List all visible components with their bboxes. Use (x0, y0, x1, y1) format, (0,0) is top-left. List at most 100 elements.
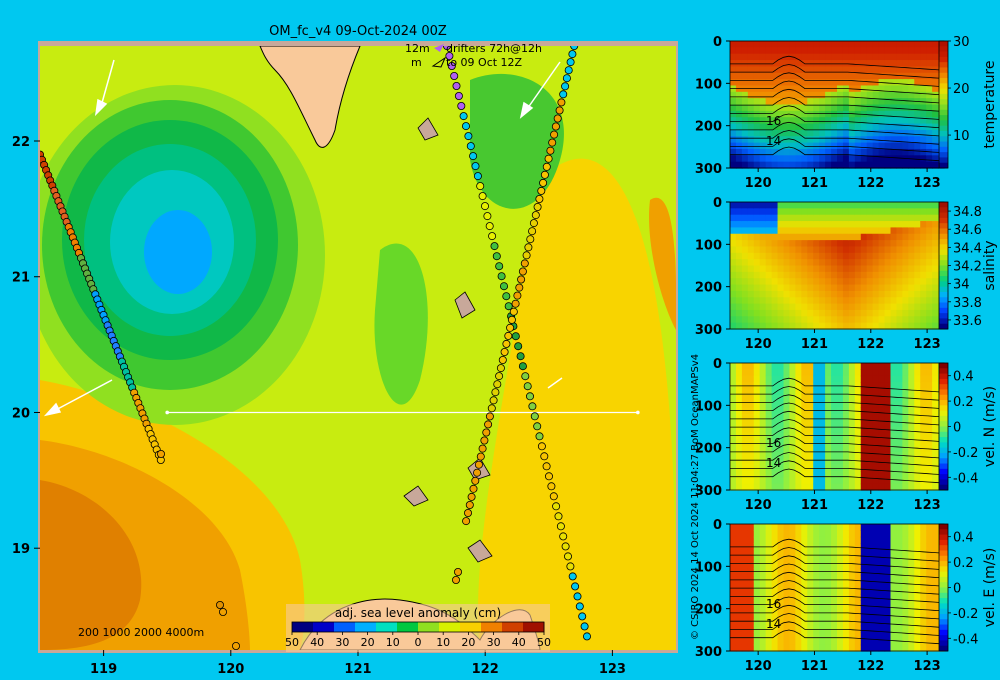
heatmap-cell (765, 524, 773, 531)
heatmap-cell (920, 136, 927, 144)
heatmap-cell (765, 413, 773, 421)
heatmap-cell (777, 477, 785, 485)
heatmap-cell (789, 252, 796, 260)
heatmap-cell (890, 543, 898, 550)
heatmap-cell (747, 549, 755, 557)
panel-heatmap (730, 202, 945, 330)
heatmap-cell (914, 91, 921, 99)
heatmap-cell (813, 72, 820, 80)
heatmap-cell (831, 644, 838, 652)
heatmap-cell (789, 574, 796, 582)
panel-colorbar-swatch (939, 265, 948, 272)
heatmap-cell (795, 129, 802, 137)
heatmap-cell (908, 60, 915, 67)
drifter-point (465, 500, 474, 509)
heatmap-cell (771, 581, 779, 589)
heatmap-cell (730, 631, 737, 639)
heatmap-cell (914, 574, 921, 582)
heatmap-cell (747, 413, 755, 421)
heatmap-cell (896, 265, 903, 273)
heatmap-cell (741, 47, 749, 55)
heatmap-cell (831, 290, 838, 298)
heatmap-cell (914, 316, 921, 324)
heatmap-cell (878, 420, 886, 428)
heatmap-cell (908, 227, 915, 235)
heatmap-cell (753, 233, 761, 241)
heatmap-cell (837, 439, 844, 447)
heatmap-cell (795, 470, 802, 478)
heatmap-cell (872, 625, 880, 633)
heatmap-cell (842, 369, 850, 377)
heatmap-cell (807, 587, 814, 595)
panel-y-tick-label: 200 (695, 120, 722, 135)
heatmap-cell (783, 47, 791, 55)
heatmap-cell (926, 271, 933, 279)
heatmap-cell (932, 303, 939, 311)
heatmap-cell (878, 432, 886, 440)
panel-colorbar-swatch (939, 363, 948, 369)
heatmap-cell (878, 638, 886, 646)
heatmap-cell (801, 562, 808, 570)
colorbar-swatch (334, 622, 356, 632)
heatmap-cell (896, 155, 903, 163)
heatmap-cell (825, 536, 832, 544)
heatmap-cell (848, 290, 856, 298)
heatmap-cell (896, 644, 903, 652)
heatmap-cell (902, 246, 909, 254)
heatmap-cell (908, 309, 915, 317)
heatmap-cell (801, 259, 808, 267)
heatmap-cell (848, 363, 856, 370)
heatmap-cell (884, 284, 892, 292)
heatmap-cell (866, 202, 874, 209)
heatmap-cell (878, 66, 886, 74)
drifter-legend-line1-left: 12m (405, 42, 430, 55)
heatmap-cell (783, 382, 791, 389)
drifter-point (557, 98, 566, 107)
heatmap-cell (878, 530, 886, 538)
heatmap-cell (902, 233, 909, 241)
drifter-point (537, 442, 546, 451)
heatmap-cell (848, 208, 856, 216)
panel-colorbar-tick-label: -0.4 (953, 632, 978, 647)
heatmap-cell (932, 297, 939, 305)
heatmap-cell (884, 363, 892, 370)
drifter-point (529, 219, 538, 228)
heatmap-cell (795, 265, 802, 273)
heatmap-cell (813, 375, 820, 383)
heatmap-cell (825, 574, 832, 582)
heatmap-cell (848, 221, 856, 228)
heatmap-cell (842, 439, 850, 447)
colorbar-tick-label: 0 (415, 636, 422, 649)
heatmap-cell (914, 587, 921, 595)
heatmap-cell (813, 369, 820, 377)
heatmap-cell (730, 309, 737, 317)
heatmap-cell (777, 110, 785, 118)
heatmap-cell (854, 309, 862, 317)
panel-x-tick-label: 120 (745, 659, 772, 674)
heatmap-cell (848, 581, 856, 589)
heatmap-cell (730, 53, 737, 61)
heatmap-cell (932, 619, 939, 627)
panel-colorbar-swatch (939, 587, 948, 594)
heatmap-cell (759, 79, 767, 87)
heatmap-cell (896, 382, 903, 389)
heatmap-cell (753, 420, 761, 428)
figure-title: OM_fc_v4 09-Oct-2024 00Z (269, 24, 447, 39)
heatmap-cell (837, 612, 844, 620)
heatmap-cell (771, 394, 779, 402)
heatmap-cell (771, 587, 779, 595)
heatmap-cell (783, 394, 791, 402)
drifter-point (452, 82, 461, 91)
heatmap-cell (777, 549, 785, 557)
heatmap-cell (777, 369, 785, 377)
heatmap-cell (795, 426, 802, 434)
colorbar-tick-label: 20 (361, 636, 375, 649)
heatmap-cell (777, 297, 785, 305)
drifter-point (528, 227, 537, 236)
heatmap-cell (795, 638, 802, 646)
heatmap-cell (854, 543, 862, 550)
heatmap-cell (932, 451, 939, 459)
heatmap-cell (813, 316, 820, 324)
heatmap-cell (872, 464, 880, 472)
